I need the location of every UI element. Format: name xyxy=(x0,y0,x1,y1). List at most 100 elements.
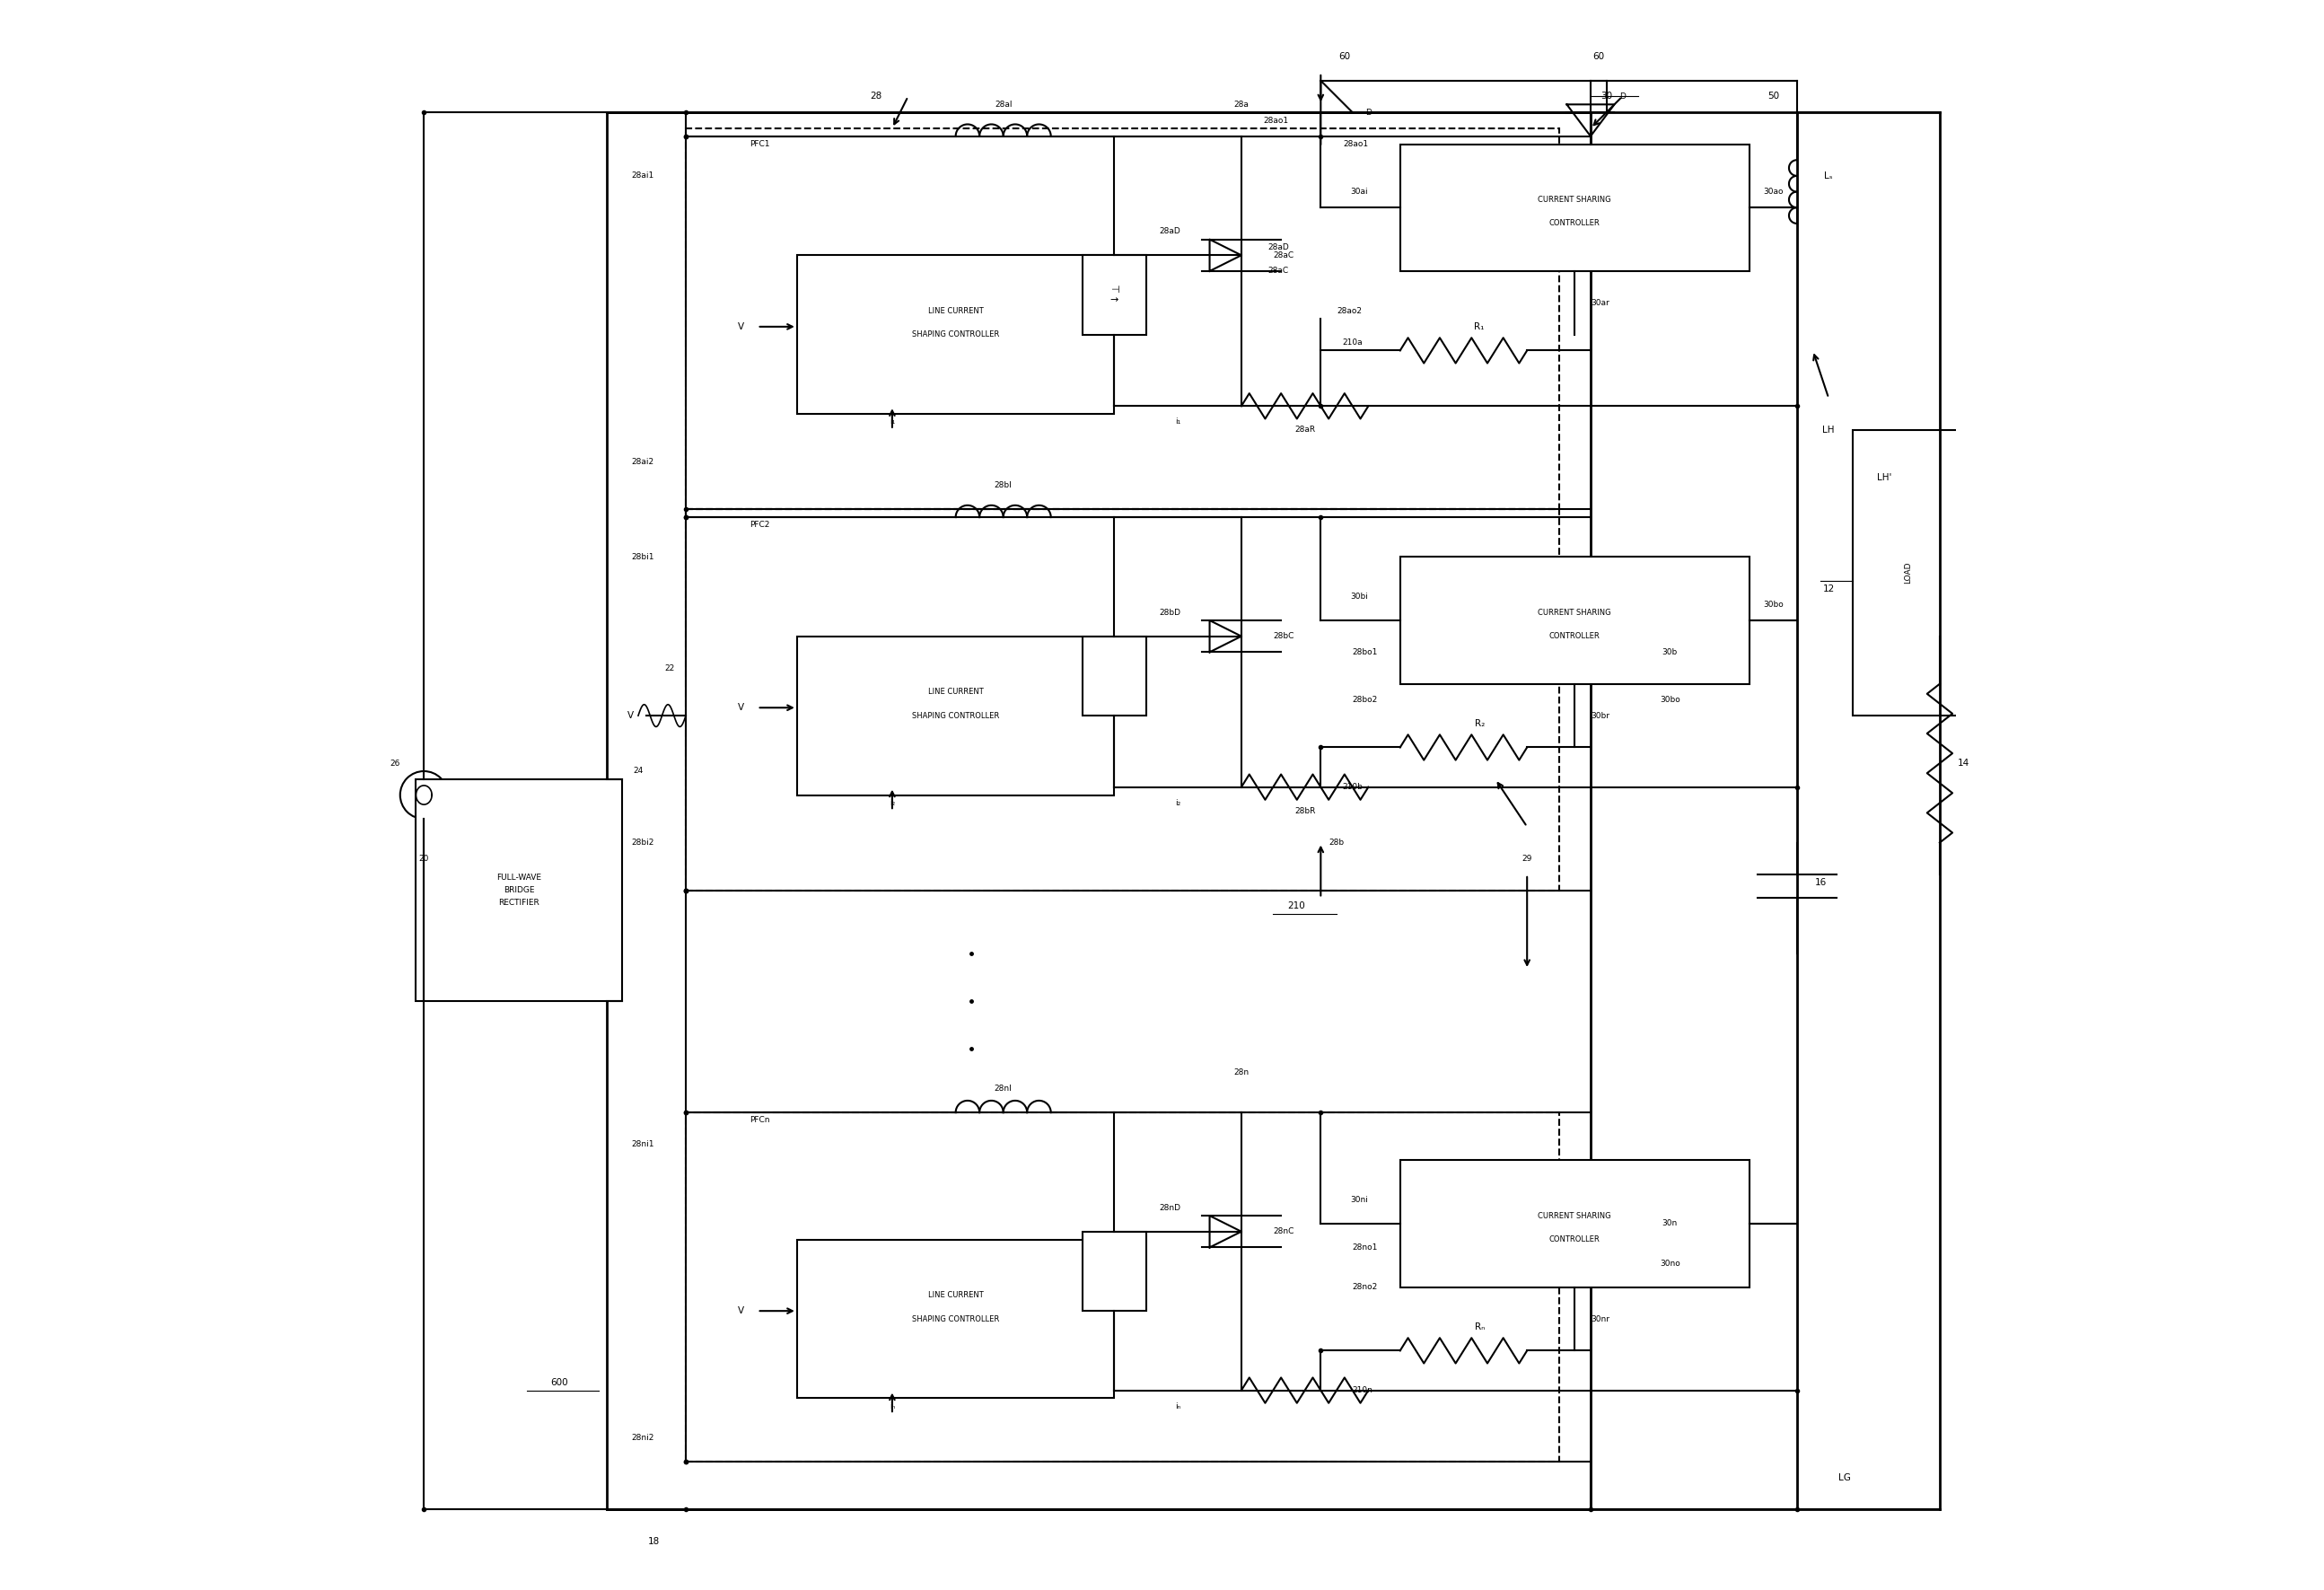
Text: i₂: i₂ xyxy=(1176,798,1181,808)
Bar xyxy=(797,636,1116,795)
Bar xyxy=(1399,1161,1750,1288)
Bar xyxy=(797,1240,1116,1398)
Text: 28bo1: 28bo1 xyxy=(1353,649,1378,657)
Text: 28ao1: 28ao1 xyxy=(1343,140,1369,148)
Text: V: V xyxy=(739,323,744,331)
Text: 28ao2: 28ao2 xyxy=(1336,307,1362,315)
Text: SHAPING CONTROLLER: SHAPING CONTROLLER xyxy=(911,331,999,339)
Text: 28ni1: 28ni1 xyxy=(632,1140,653,1148)
Text: 30nr: 30nr xyxy=(1590,1315,1611,1323)
Text: iₙ: iₙ xyxy=(890,1402,895,1410)
Text: 28aC: 28aC xyxy=(1274,251,1294,259)
Text: 28aD: 28aD xyxy=(1160,227,1181,235)
Text: 28nD: 28nD xyxy=(1160,1204,1181,1212)
Text: 28nC: 28nC xyxy=(1274,1227,1294,1235)
Text: 30bi: 30bi xyxy=(1350,593,1369,601)
Text: Rₙ: Rₙ xyxy=(1473,1323,1485,1331)
Bar xyxy=(686,129,1559,509)
Text: 16: 16 xyxy=(1815,878,1827,887)
Text: LH': LH' xyxy=(1878,472,1892,482)
Bar xyxy=(607,113,1590,1509)
Text: 28bI: 28bI xyxy=(995,482,1013,490)
Text: 28bi1: 28bi1 xyxy=(632,553,653,561)
Text: CONTROLLER: CONTROLLER xyxy=(1550,219,1601,227)
Text: i₂: i₂ xyxy=(890,798,895,808)
Bar xyxy=(797,256,1116,413)
Text: 14: 14 xyxy=(1957,758,1968,768)
Text: LOAD: LOAD xyxy=(1903,561,1913,584)
Text: SHAPING CONTROLLER: SHAPING CONTROLLER xyxy=(911,712,999,720)
Bar xyxy=(686,509,1559,890)
Text: 28aR: 28aR xyxy=(1294,426,1315,434)
Text: iₙ: iₙ xyxy=(1176,1402,1181,1410)
Text: FULL-WAVE: FULL-WAVE xyxy=(497,873,541,881)
Text: V: V xyxy=(739,703,744,712)
Text: 28a: 28a xyxy=(1234,100,1248,108)
Text: 210b: 210b xyxy=(1343,782,1362,792)
Text: 28n: 28n xyxy=(1234,1068,1248,1076)
Text: 28bC: 28bC xyxy=(1274,633,1294,641)
Text: 30ar: 30ar xyxy=(1590,299,1608,307)
Text: CURRENT SHARING: CURRENT SHARING xyxy=(1538,196,1611,204)
Text: i₁: i₁ xyxy=(1176,418,1181,426)
Text: LINE CURRENT: LINE CURRENT xyxy=(927,307,983,315)
Text: PFC2: PFC2 xyxy=(748,522,769,529)
Text: 28b: 28b xyxy=(1329,838,1343,846)
Text: 30bo: 30bo xyxy=(1659,696,1680,704)
Text: 60: 60 xyxy=(1339,52,1350,62)
Text: 60: 60 xyxy=(1592,52,1604,62)
Bar xyxy=(1399,556,1750,684)
Text: SHAPING CONTROLLER: SHAPING CONTROLLER xyxy=(911,1315,999,1323)
Text: PFC1: PFC1 xyxy=(748,140,769,148)
Text: 18: 18 xyxy=(648,1536,660,1545)
Text: 30bo: 30bo xyxy=(1764,601,1783,609)
Text: BRIDGE: BRIDGE xyxy=(504,886,535,894)
Text: 28ni2: 28ni2 xyxy=(632,1434,653,1442)
Text: CONTROLLER: CONTROLLER xyxy=(1550,1235,1601,1243)
Bar xyxy=(416,779,623,1002)
Text: 30n: 30n xyxy=(1662,1220,1678,1227)
Text: 30no: 30no xyxy=(1659,1259,1680,1267)
Text: 30ao: 30ao xyxy=(1764,188,1783,196)
Text: R₁: R₁ xyxy=(1473,323,1485,331)
Text: CURRENT SHARING: CURRENT SHARING xyxy=(1538,609,1611,617)
Text: 28no1: 28no1 xyxy=(1353,1243,1378,1251)
Text: 28aD: 28aD xyxy=(1267,243,1290,251)
Bar xyxy=(1083,1232,1146,1310)
Text: 28bi2: 28bi2 xyxy=(632,838,653,846)
Text: 26: 26 xyxy=(390,758,400,768)
Text: 210a: 210a xyxy=(1343,339,1362,347)
Text: V: V xyxy=(627,711,634,720)
Text: LH: LH xyxy=(1822,426,1834,434)
Text: 30b: 30b xyxy=(1662,649,1678,657)
Text: 210n: 210n xyxy=(1353,1386,1373,1394)
Bar xyxy=(1083,636,1146,716)
Text: 30ai: 30ai xyxy=(1350,188,1369,196)
Bar xyxy=(1083,256,1146,334)
Text: LINE CURRENT: LINE CURRENT xyxy=(927,1291,983,1299)
Text: Lₛ: Lₛ xyxy=(1824,172,1834,180)
Text: CURRENT SHARING: CURRENT SHARING xyxy=(1538,1212,1611,1220)
Text: 28aI: 28aI xyxy=(995,100,1011,108)
Text: 28ao1: 28ao1 xyxy=(1264,116,1290,124)
Text: 22: 22 xyxy=(665,665,674,673)
Text: 20: 20 xyxy=(418,854,430,862)
Text: CONTROLLER: CONTROLLER xyxy=(1550,633,1601,641)
Text: i₁: i₁ xyxy=(890,418,895,426)
Text: 28bR: 28bR xyxy=(1294,806,1315,816)
Text: 50: 50 xyxy=(1766,92,1778,102)
Text: LINE CURRENT: LINE CURRENT xyxy=(927,688,983,696)
Text: D: D xyxy=(1364,108,1371,116)
Text: 28: 28 xyxy=(872,92,883,102)
Text: 28bD: 28bD xyxy=(1160,609,1181,617)
Text: PFCn: PFCn xyxy=(748,1116,769,1124)
Text: ⊣
→: ⊣ → xyxy=(1111,285,1118,305)
Text: RECTIFIER: RECTIFIER xyxy=(500,898,539,906)
Text: 30br: 30br xyxy=(1590,712,1611,720)
Text: D: D xyxy=(1620,92,1624,100)
Bar xyxy=(686,1113,1559,1461)
Text: V: V xyxy=(739,1307,744,1315)
Text: 12: 12 xyxy=(1822,584,1834,593)
Text: 28ai1: 28ai1 xyxy=(632,172,653,180)
Text: 28bo2: 28bo2 xyxy=(1353,696,1378,704)
